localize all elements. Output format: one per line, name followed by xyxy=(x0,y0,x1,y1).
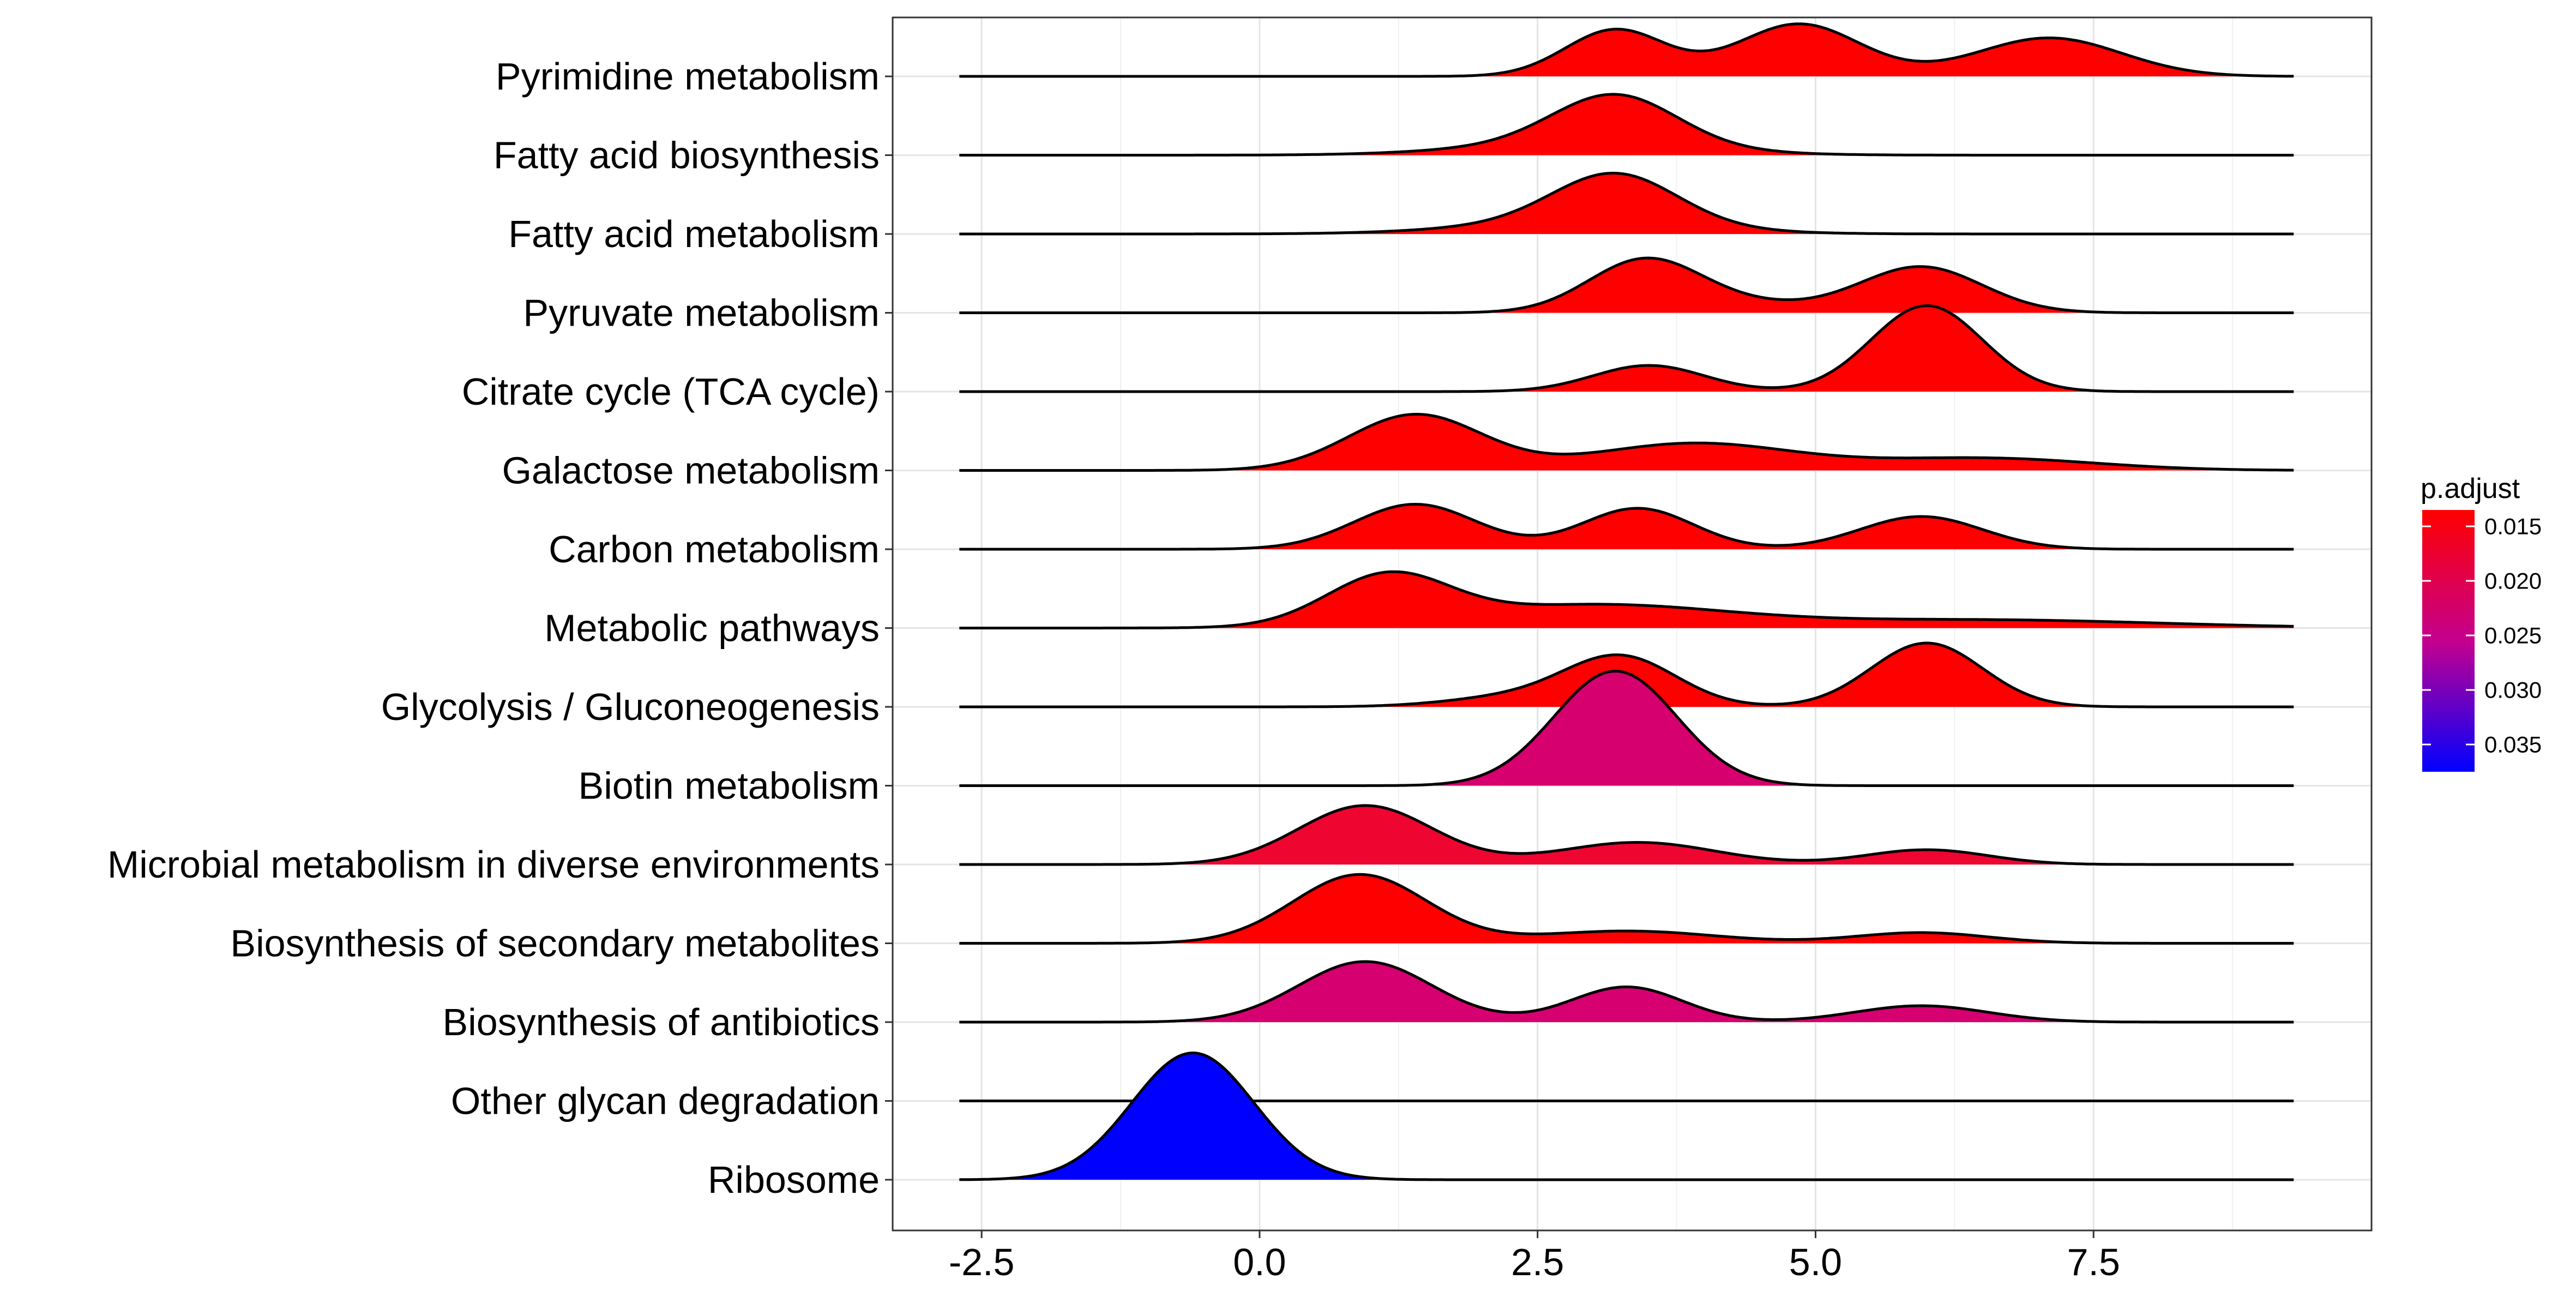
ridge-fill xyxy=(959,962,2294,1022)
x-tick-label: 2.5 xyxy=(1511,1241,1564,1283)
ridge-group xyxy=(959,804,2294,866)
ridge-group xyxy=(959,1052,2294,1181)
x-axis: -2.5 0.0 2.5 5.0 7.5 xyxy=(949,1230,2120,1283)
ridge-outline xyxy=(959,670,2294,787)
ridge-group xyxy=(959,960,2294,1024)
y-tick-label: Pyruvate metabolism xyxy=(523,292,880,334)
ridge-group xyxy=(959,670,2294,787)
legend-tick-label: 0.025 xyxy=(2484,623,2542,648)
ridge-group xyxy=(959,503,2294,551)
y-tick-label: Citrate cycle (TCA cycle) xyxy=(462,370,880,413)
ridge-layer xyxy=(959,22,2294,1181)
y-tick-label: Galactose metabolism xyxy=(502,449,880,492)
ridge-group xyxy=(959,413,2294,472)
ridge-outline xyxy=(959,171,2294,236)
y-axis: Pyrimidine metabolism Fatty acid biosynth… xyxy=(107,55,893,1201)
ridge-fill xyxy=(959,805,2294,864)
ridge-group xyxy=(959,93,2294,157)
ridge-fill xyxy=(959,23,2294,77)
x-tick-label: 7.5 xyxy=(2067,1241,2120,1283)
ridge-group xyxy=(959,304,2294,393)
ridge-group xyxy=(959,873,2294,945)
y-tick-label: Other glycan degradation xyxy=(451,1080,880,1122)
y-tick-label: Fatty acid biosynthesis xyxy=(493,134,880,177)
ridge-fill xyxy=(959,504,2294,549)
ridge-group xyxy=(959,570,2294,629)
y-tick-label: Pyrimidine metabolism xyxy=(496,55,880,98)
ridge-outline xyxy=(959,503,2294,551)
ridge-outline xyxy=(959,1052,2294,1181)
legend-tick-label: 0.015 xyxy=(2484,514,2542,539)
ridge-fill xyxy=(959,305,2294,392)
legend-tick-label: 0.020 xyxy=(2484,568,2542,594)
y-tick-label: Fatty acid metabolism xyxy=(508,213,880,255)
ridge-outline xyxy=(959,641,2294,708)
legend-title: p.adjust xyxy=(2421,473,2520,505)
legend: p.adjust 0.015 0.020 0.025 0.030 0.035 xyxy=(2421,473,2542,772)
y-tick-label: Biosynthesis of antibiotics xyxy=(442,1001,880,1043)
legend-colorbar xyxy=(2422,510,2475,772)
ridge-fill xyxy=(959,572,2294,628)
ridge-outline xyxy=(959,570,2294,629)
legend-tick-label: 0.035 xyxy=(2484,732,2542,758)
ridge-outline xyxy=(959,804,2294,866)
ridge-fill xyxy=(959,94,2294,155)
x-tick-label: -2.5 xyxy=(949,1241,1015,1283)
plot-border xyxy=(892,16,2373,1232)
ridge-group xyxy=(959,22,2294,78)
y-tick-label: Microbial metabolism in diverse environm… xyxy=(107,843,880,886)
legend-ticks: 0.015 0.020 0.025 0.030 0.035 xyxy=(2422,514,2542,758)
ridge-group xyxy=(959,171,2294,236)
legend-tick-label: 0.030 xyxy=(2484,677,2542,703)
ridge-outline xyxy=(959,960,2294,1024)
ridge-outline xyxy=(959,873,2294,945)
ridge-outline xyxy=(959,413,2294,472)
y-tick-label: Glycolysis / Gluconeogenesis xyxy=(381,686,880,728)
ridge-fill xyxy=(959,671,2294,786)
y-tick-label: Biosynthesis of secondary metabolites xyxy=(230,922,880,965)
ridge-fill xyxy=(959,414,2294,471)
y-tick-label: Metabolic pathways xyxy=(544,607,880,650)
x-tick-label: 0.0 xyxy=(1233,1241,1286,1283)
ridge-fill xyxy=(959,258,2294,313)
ridge-outline xyxy=(959,256,2294,314)
ridge-fill xyxy=(959,874,2294,944)
x-tick-label: 5.0 xyxy=(1789,1241,1842,1283)
ridge-outline xyxy=(959,93,2294,157)
y-tick-label: Ribosome xyxy=(708,1158,880,1201)
ridge-fill xyxy=(959,173,2294,234)
y-tick-label: Biotin metabolism xyxy=(579,765,880,807)
y-tick-label: Carbon metabolism xyxy=(549,528,880,571)
ridge-group xyxy=(959,256,2294,314)
ridge-outline xyxy=(959,22,2294,78)
ridge-outline xyxy=(959,304,2294,393)
